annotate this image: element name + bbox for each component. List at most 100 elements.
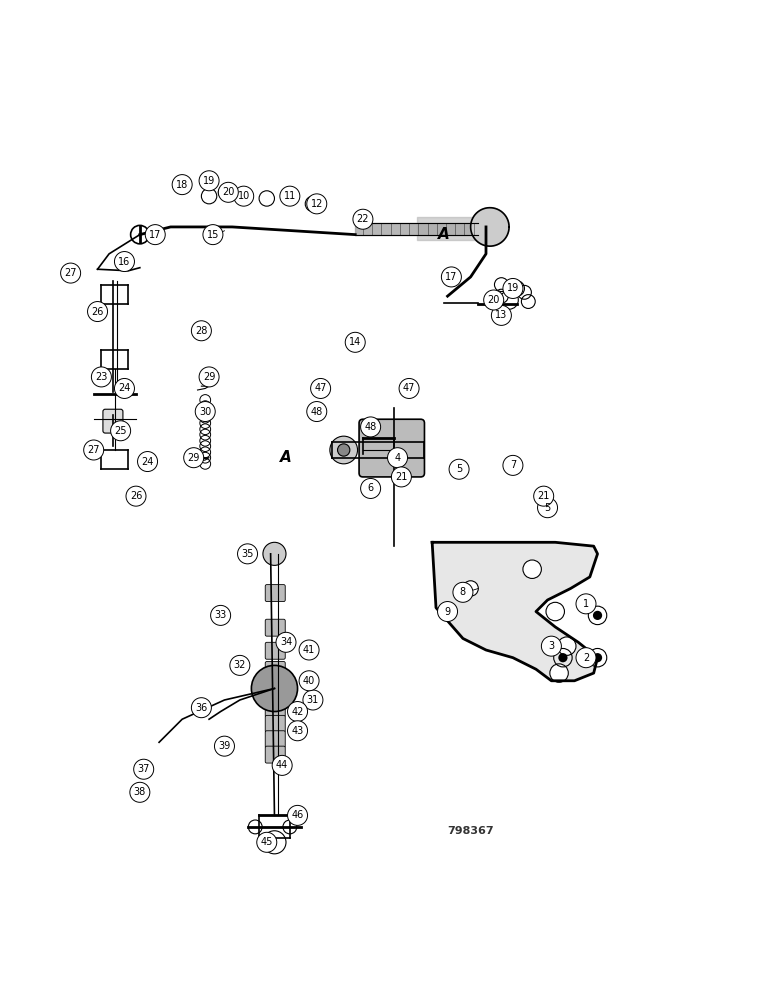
Text: 26: 26 bbox=[130, 491, 142, 501]
Text: 30: 30 bbox=[199, 407, 212, 417]
Circle shape bbox=[234, 186, 254, 206]
Circle shape bbox=[287, 721, 307, 741]
Text: 40: 40 bbox=[303, 676, 315, 686]
FancyBboxPatch shape bbox=[266, 585, 285, 602]
Circle shape bbox=[126, 486, 146, 506]
FancyBboxPatch shape bbox=[266, 642, 285, 659]
Circle shape bbox=[337, 444, 350, 456]
Text: 37: 37 bbox=[137, 764, 150, 774]
Text: 6: 6 bbox=[367, 483, 374, 493]
Circle shape bbox=[276, 632, 296, 652]
Circle shape bbox=[203, 225, 223, 245]
Circle shape bbox=[576, 594, 596, 614]
Circle shape bbox=[361, 478, 381, 498]
Text: 45: 45 bbox=[261, 837, 273, 847]
Text: 28: 28 bbox=[195, 326, 208, 336]
Circle shape bbox=[191, 698, 212, 718]
Circle shape bbox=[449, 459, 469, 479]
FancyBboxPatch shape bbox=[266, 731, 285, 748]
Text: 8: 8 bbox=[460, 587, 466, 597]
Text: 21: 21 bbox=[395, 472, 408, 482]
Circle shape bbox=[523, 560, 541, 578]
Text: 34: 34 bbox=[280, 637, 292, 647]
Circle shape bbox=[503, 278, 523, 298]
Circle shape bbox=[550, 664, 568, 682]
Circle shape bbox=[110, 421, 130, 441]
Text: 47: 47 bbox=[314, 383, 327, 393]
Text: 3: 3 bbox=[548, 641, 554, 651]
Circle shape bbox=[438, 602, 458, 622]
Circle shape bbox=[399, 378, 419, 398]
Circle shape bbox=[263, 542, 286, 565]
Text: 24: 24 bbox=[118, 383, 130, 393]
Circle shape bbox=[191, 321, 212, 341]
Text: 39: 39 bbox=[218, 741, 231, 751]
Circle shape bbox=[137, 452, 157, 472]
Text: 29: 29 bbox=[188, 453, 200, 463]
Circle shape bbox=[388, 444, 400, 456]
Text: 9: 9 bbox=[445, 607, 451, 617]
Text: 24: 24 bbox=[141, 457, 154, 467]
Circle shape bbox=[593, 653, 602, 662]
Circle shape bbox=[361, 417, 381, 437]
Text: 25: 25 bbox=[114, 426, 127, 436]
Circle shape bbox=[287, 702, 307, 722]
Text: 44: 44 bbox=[276, 760, 288, 770]
Text: 46: 46 bbox=[291, 810, 303, 820]
Circle shape bbox=[503, 455, 523, 475]
Text: 48: 48 bbox=[364, 422, 377, 432]
FancyBboxPatch shape bbox=[359, 419, 425, 477]
Text: 33: 33 bbox=[215, 610, 227, 620]
Circle shape bbox=[593, 611, 602, 620]
Circle shape bbox=[134, 759, 154, 779]
Circle shape bbox=[299, 671, 319, 691]
FancyBboxPatch shape bbox=[266, 700, 285, 717]
Circle shape bbox=[114, 252, 134, 272]
FancyBboxPatch shape bbox=[266, 681, 285, 698]
Text: A: A bbox=[280, 450, 292, 465]
Text: 47: 47 bbox=[403, 383, 415, 393]
Text: 20: 20 bbox=[487, 295, 500, 305]
Circle shape bbox=[537, 498, 557, 518]
Circle shape bbox=[557, 637, 576, 655]
Circle shape bbox=[303, 690, 323, 710]
FancyBboxPatch shape bbox=[266, 746, 285, 763]
Circle shape bbox=[199, 367, 219, 387]
Circle shape bbox=[130, 782, 150, 802]
Text: 31: 31 bbox=[306, 695, 319, 705]
Text: 798367: 798367 bbox=[447, 826, 494, 836]
Text: 5: 5 bbox=[544, 503, 550, 513]
Circle shape bbox=[114, 378, 134, 398]
Text: 29: 29 bbox=[203, 372, 215, 382]
Text: 11: 11 bbox=[284, 191, 296, 201]
Text: 5: 5 bbox=[456, 464, 462, 474]
Circle shape bbox=[218, 182, 239, 202]
Circle shape bbox=[199, 171, 219, 191]
Circle shape bbox=[91, 367, 111, 387]
Text: 48: 48 bbox=[310, 407, 323, 417]
Text: 38: 38 bbox=[134, 787, 146, 797]
Text: 17: 17 bbox=[445, 272, 458, 282]
Circle shape bbox=[442, 267, 462, 287]
Circle shape bbox=[299, 640, 319, 660]
Text: 19: 19 bbox=[203, 176, 215, 186]
Text: 15: 15 bbox=[207, 230, 219, 240]
Text: 20: 20 bbox=[222, 187, 235, 197]
Text: 23: 23 bbox=[95, 372, 107, 382]
Text: 10: 10 bbox=[238, 191, 250, 201]
Circle shape bbox=[257, 832, 277, 852]
Circle shape bbox=[211, 605, 231, 625]
Text: 41: 41 bbox=[303, 645, 315, 655]
Text: 21: 21 bbox=[537, 491, 550, 501]
Circle shape bbox=[576, 648, 596, 668]
Text: 18: 18 bbox=[176, 180, 188, 190]
Text: 14: 14 bbox=[349, 337, 361, 347]
FancyBboxPatch shape bbox=[266, 715, 285, 732]
Circle shape bbox=[541, 636, 561, 656]
Circle shape bbox=[287, 805, 307, 825]
Polygon shape bbox=[432, 542, 598, 681]
Circle shape bbox=[345, 332, 365, 352]
Circle shape bbox=[87, 302, 107, 322]
Text: 27: 27 bbox=[87, 445, 100, 455]
Text: 42: 42 bbox=[291, 707, 303, 717]
